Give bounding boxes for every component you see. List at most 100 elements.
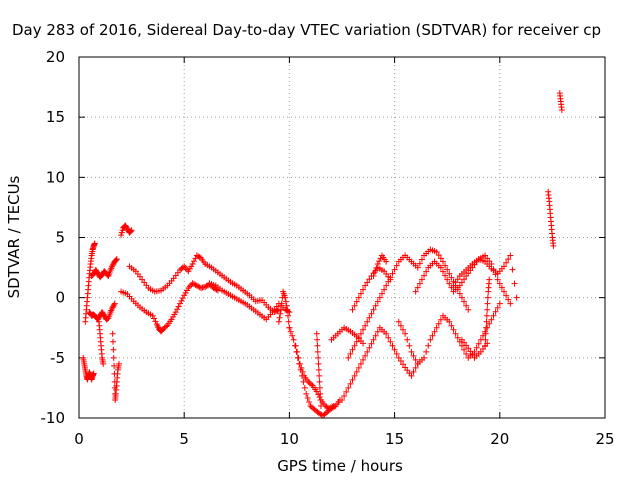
data-point bbox=[339, 396, 345, 403]
data-point bbox=[317, 396, 324, 403]
data-point bbox=[295, 354, 302, 361]
data-point bbox=[429, 332, 436, 339]
data-point bbox=[313, 330, 320, 337]
data-point bbox=[444, 276, 451, 283]
data-point bbox=[110, 338, 117, 345]
data-point bbox=[446, 280, 453, 287]
data-point bbox=[402, 330, 409, 337]
data-point bbox=[437, 316, 444, 323]
data-point bbox=[329, 403, 336, 410]
y-tick-label: 15 bbox=[46, 108, 65, 126]
data-point bbox=[448, 322, 455, 329]
data-point bbox=[418, 256, 425, 263]
series-late-spike bbox=[482, 276, 493, 349]
data-point bbox=[450, 282, 457, 289]
data-point bbox=[176, 300, 183, 307]
data-point bbox=[389, 270, 396, 277]
data-point bbox=[397, 322, 404, 329]
data-point bbox=[353, 368, 360, 375]
series-early-upper bbox=[88, 256, 120, 281]
data-point bbox=[427, 336, 434, 343]
data-point bbox=[442, 272, 449, 279]
data-point bbox=[496, 300, 503, 307]
data-point bbox=[465, 306, 472, 313]
data-points bbox=[80, 90, 565, 419]
data-point bbox=[400, 361, 407, 368]
data-point bbox=[461, 298, 468, 305]
data-point bbox=[296, 360, 303, 367]
data-point bbox=[410, 368, 417, 375]
data-point bbox=[189, 260, 196, 267]
data-point bbox=[458, 294, 465, 301]
data-point bbox=[446, 270, 453, 277]
data-point bbox=[461, 276, 468, 283]
data-point bbox=[431, 328, 438, 335]
tick-labels: 0 5 10 15 20 25 -10 -5 0 5 10 15 20 bbox=[41, 48, 615, 448]
series-band-b bbox=[126, 252, 282, 316]
data-point bbox=[395, 354, 402, 361]
data-point bbox=[416, 280, 423, 287]
y-tick-label: 0 bbox=[55, 289, 65, 307]
data-point bbox=[298, 364, 305, 371]
data-point bbox=[283, 302, 290, 309]
data-point bbox=[355, 334, 362, 341]
series-late-mid bbox=[412, 252, 514, 307]
data-point bbox=[452, 330, 459, 337]
data-point bbox=[290, 336, 297, 343]
series-hump-1 bbox=[118, 222, 135, 239]
data-point bbox=[366, 276, 373, 283]
x-axis-label: GPS time / hours bbox=[277, 457, 403, 475]
data-point bbox=[507, 300, 514, 307]
data-point bbox=[372, 332, 379, 339]
data-point bbox=[360, 340, 367, 347]
x-tick-label: 10 bbox=[280, 430, 299, 448]
data-point bbox=[484, 340, 491, 347]
data-point bbox=[178, 297, 185, 304]
data-point bbox=[550, 242, 557, 249]
data-point bbox=[111, 300, 118, 307]
y-tick-label: 10 bbox=[46, 168, 65, 186]
data-point bbox=[345, 354, 352, 361]
data-point bbox=[378, 290, 385, 297]
data-point bbox=[505, 256, 512, 263]
data-point bbox=[423, 348, 430, 355]
data-point bbox=[484, 294, 491, 301]
data-point bbox=[286, 324, 293, 331]
data-point bbox=[368, 340, 375, 347]
data-point bbox=[446, 318, 453, 325]
data-point bbox=[393, 262, 400, 269]
data-point bbox=[316, 394, 323, 401]
data-point bbox=[109, 330, 116, 337]
data-point bbox=[284, 306, 291, 313]
data-point bbox=[412, 288, 419, 295]
data-point bbox=[484, 306, 491, 313]
data-point bbox=[410, 352, 417, 359]
data-point bbox=[437, 264, 444, 271]
data-point bbox=[315, 354, 322, 361]
data-point bbox=[349, 376, 356, 383]
data-point bbox=[408, 348, 415, 355]
data-point bbox=[152, 318, 159, 325]
data-point bbox=[366, 344, 373, 351]
data-point bbox=[387, 338, 394, 345]
data-point bbox=[421, 272, 428, 279]
data-point bbox=[282, 298, 289, 305]
data-point bbox=[313, 388, 320, 395]
data-point bbox=[306, 398, 313, 405]
data-point bbox=[284, 312, 291, 319]
data-point bbox=[513, 294, 520, 301]
data-point bbox=[391, 266, 398, 273]
y-tick-label: 20 bbox=[46, 48, 65, 66]
data-point bbox=[100, 360, 107, 367]
data-point bbox=[292, 342, 299, 349]
data-point bbox=[349, 306, 356, 313]
data-point bbox=[179, 295, 186, 302]
data-point bbox=[387, 274, 394, 281]
data-point bbox=[414, 264, 421, 271]
data-point bbox=[391, 346, 398, 353]
series-isolated-mid bbox=[545, 188, 557, 249]
data-point bbox=[277, 306, 284, 313]
data-point bbox=[389, 342, 396, 349]
data-point bbox=[484, 300, 491, 307]
data-point bbox=[360, 356, 367, 363]
